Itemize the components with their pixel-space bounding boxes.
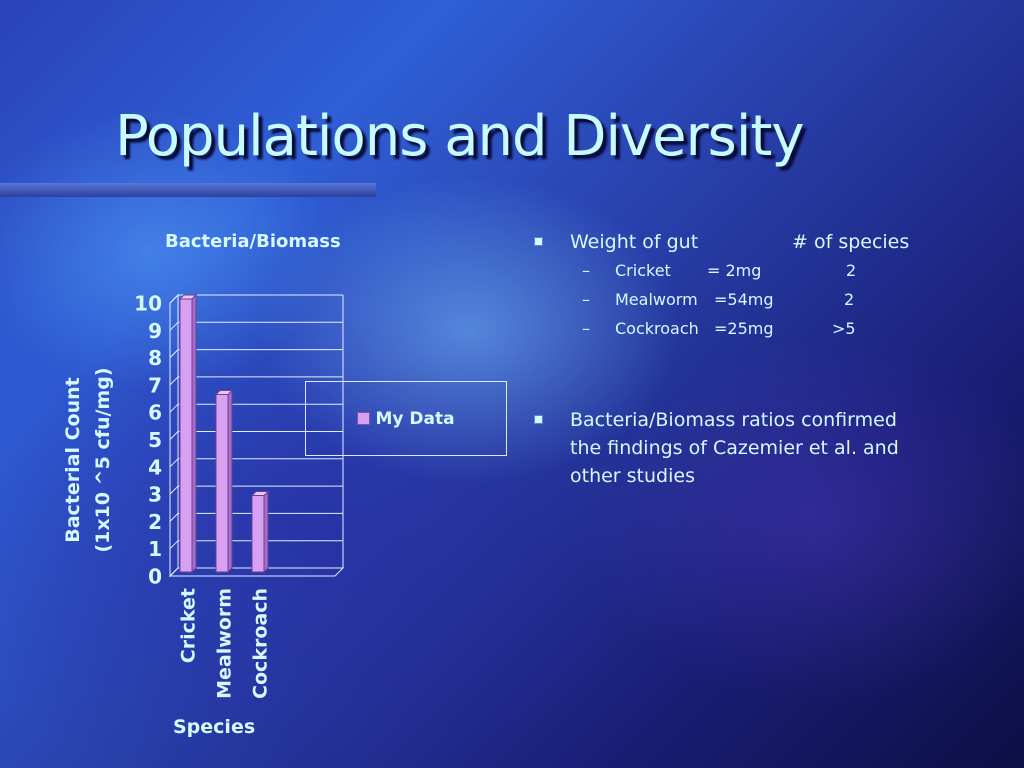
dash-bullet-icon: – — [582, 319, 590, 338]
x-tick-label: Cricket — [178, 588, 200, 663]
square-bullet-icon — [534, 415, 543, 424]
gridline-diagonal — [169, 485, 179, 495]
gridline-diagonal — [169, 403, 179, 413]
x-tick-label: Mealworm — [214, 588, 236, 699]
chart-title: Bacteria/Biomass — [165, 231, 341, 252]
y-tick-label: 0 — [148, 565, 162, 589]
y-tick-label: 3 — [148, 483, 162, 507]
legend-swatch — [357, 412, 371, 425]
dash-bullet-icon: – — [582, 261, 590, 280]
y-tick-label: 9 — [148, 319, 162, 343]
title-underline-bar — [0, 183, 376, 197]
bar-side — [227, 389, 233, 574]
legend-label: My Data — [375, 408, 455, 429]
bar — [178, 293, 198, 574]
x-tick-label: Cockroach — [250, 588, 272, 699]
dash-bullet-icon: – — [582, 290, 590, 309]
sub-bullet-species: >5 — [832, 319, 856, 338]
bar-side — [263, 490, 269, 574]
slide-title: Populations and Diversity — [115, 104, 804, 169]
gridline-diagonal — [169, 567, 179, 577]
gridline-diagonal — [169, 294, 179, 304]
y-tick-label: 7 — [148, 373, 162, 397]
sub-bullet-species: 2 — [846, 261, 857, 280]
sub-bullet-name: Cricket — [615, 261, 671, 280]
sub-bullet-weight: =25mg — [714, 319, 774, 338]
gridline-diagonal — [169, 458, 179, 468]
chart-bars — [178, 293, 270, 574]
chart-x-axis-label: Species — [173, 716, 256, 738]
y-tick-label: 6 — [148, 401, 162, 425]
bar-side — [191, 293, 197, 574]
y-tick-label: 4 — [148, 455, 162, 479]
bullet-item: Bacteria/Biomass ratios confirmed the fi… — [534, 406, 934, 490]
sub-bullet-species: 2 — [844, 290, 855, 309]
y-tick-label: 10 — [134, 292, 162, 316]
y-tick-label: 5 — [148, 428, 162, 452]
chart-y-tick-labels: 0 1 2 3 4 5 6 7 8 9 10 — [134, 292, 162, 589]
y-tick-label: 2 — [148, 510, 162, 534]
bar-front — [251, 495, 265, 573]
bar — [250, 490, 270, 574]
bar-front — [179, 298, 193, 573]
sub-bullet-weight: = 2mg — [707, 261, 762, 280]
gridline-diagonal — [169, 431, 179, 440]
square-bullet-icon — [534, 237, 543, 246]
sub-bullet-name: Cockroach — [615, 319, 699, 338]
gridline-diagonal — [169, 321, 179, 331]
bar-front — [215, 394, 229, 573]
y-tick-label: 1 — [148, 537, 162, 561]
sub-bullet-name: Mealworm — [615, 290, 698, 309]
gridline-diagonal — [169, 349, 179, 358]
bar — [214, 389, 234, 574]
chart-x-tick-labels: Cricket Mealworm Cockroach — [178, 588, 272, 699]
chart-legend: My Data — [305, 381, 507, 456]
bullet-item: Weight of gut # of species – Cricket = 2… — [534, 228, 994, 338]
gridline-diagonal — [169, 513, 179, 522]
gridline-diagonal — [169, 376, 179, 386]
gridline-diagonal — [169, 540, 179, 550]
y-tick-label: 8 — [148, 346, 162, 370]
bullet-text-weight-of-gut: Weight of gut — [570, 231, 699, 253]
bullet-text-species-count: # of species — [792, 231, 910, 253]
bullet-text-ratios: Bacteria/Biomass ratios confirmed the fi… — [570, 409, 899, 487]
sub-bullet-weight: =54mg — [714, 290, 774, 309]
